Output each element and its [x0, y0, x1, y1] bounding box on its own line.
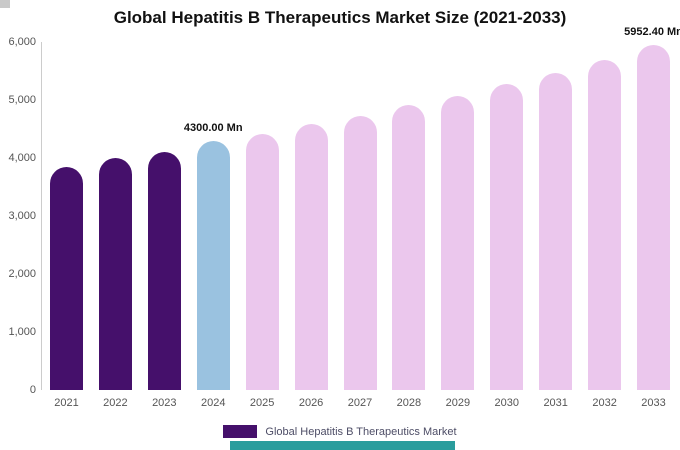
y-tick-label: 6,000 [8, 36, 36, 48]
bar-2022 [98, 158, 132, 390]
bar-2032 [588, 59, 622, 390]
legend-item[interactable]: Global Hepatitis B Therapeutics Market [223, 425, 457, 438]
bar-2033 [637, 44, 671, 390]
x-tick-label-2026: 2026 [298, 397, 324, 409]
x-tick-label-2022: 2022 [103, 397, 128, 409]
x-tick-label-2025: 2025 [249, 397, 275, 409]
screen-corner-artifact [0, 0, 10, 8]
y-axis-line [41, 42, 42, 390]
bar-2024 [196, 140, 230, 390]
x-tick-label-2028: 2028 [396, 397, 422, 409]
bar-2025 [245, 134, 279, 390]
bar-2029 [441, 95, 475, 390]
x-tick-label-2030: 2030 [494, 397, 519, 409]
x-tick-label-2031: 2031 [543, 397, 568, 409]
x-tick-label-2023: 2023 [152, 397, 177, 409]
bar-2030 [490, 83, 524, 390]
y-tick-label: 2,000 [8, 268, 36, 280]
y-tick-label: 4,000 [8, 152, 36, 164]
x-tick-label-2029: 2029 [445, 397, 471, 409]
y-tick-label: 1,000 [8, 326, 36, 338]
bottom-accent-bar [230, 441, 455, 450]
bar-2023 [147, 152, 181, 390]
x-tick-label-2032: 2032 [592, 397, 617, 409]
chart-legend: Global Hepatitis B Therapeutics Market [0, 425, 680, 438]
x-tick-label-2033: 2033 [641, 397, 666, 409]
y-tick-label: 5,000 [8, 94, 36, 106]
legend-label: Global Hepatitis B Therapeutics Market [265, 425, 457, 438]
x-tick-label-2027: 2027 [347, 397, 373, 409]
bar-2031 [539, 72, 573, 390]
y-tick-label: 3,000 [8, 210, 36, 222]
chart-title: Global Hepatitis B Therapeutics Market S… [113, 8, 567, 27]
y-tick-label: 0 [29, 384, 36, 396]
data-label-2024: 4300.00 Mn [183, 121, 243, 134]
legend-swatch [223, 425, 258, 438]
x-tick-label-2021: 2021 [54, 397, 79, 409]
bar-2026 [294, 124, 328, 390]
bar-2027 [343, 116, 377, 390]
bar-2021 [49, 166, 83, 390]
data-label-2033: 5952.40 Mn [624, 25, 680, 38]
x-tick-label-2024: 2024 [200, 397, 226, 409]
bar-2028 [392, 105, 426, 390]
